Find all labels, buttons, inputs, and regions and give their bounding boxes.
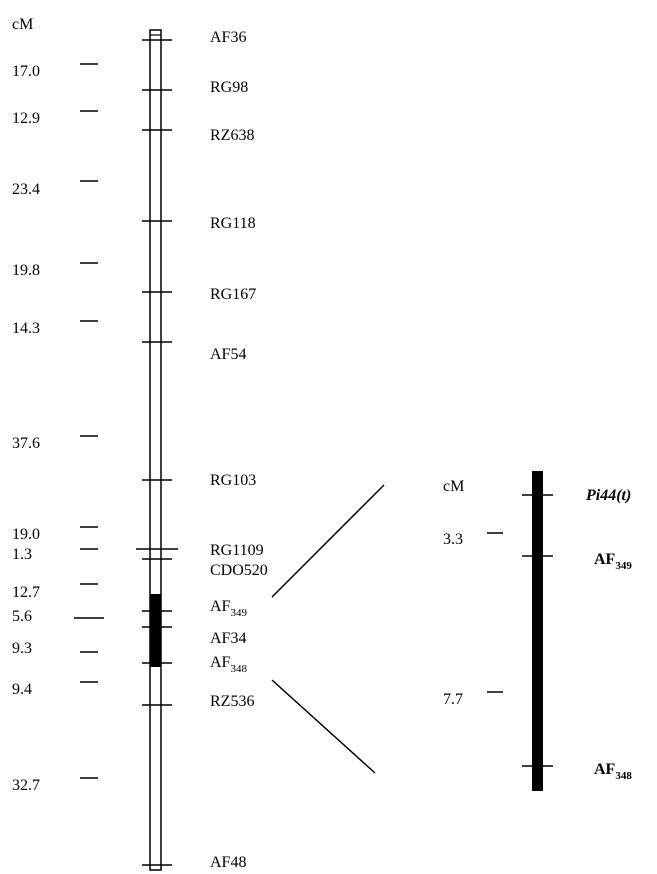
right-marker-label-af348: AF348: [594, 761, 632, 782]
right-unit-label: cM: [443, 478, 464, 495]
right-marker-label-pi44: Pi44(t): [585, 487, 631, 504]
left-distance-label: 17.0: [12, 63, 40, 80]
left-distance-dashes: [74, 63, 104, 779]
left-distance-label: 9.3: [12, 640, 32, 657]
marker-label-af48: AF48: [210, 854, 246, 871]
connector-line-bottom: [271, 679, 376, 774]
left-marker-ticks: [136, 39, 178, 866]
marker-label-rg1109: RG1109: [210, 542, 264, 559]
left-distance-label: 32.7: [12, 777, 40, 794]
left-distance-label: 19.0: [12, 526, 40, 543]
left-distance-label: 23.4: [12, 181, 40, 198]
right-region-bar: [532, 471, 543, 791]
right-distance-dashes: [487, 532, 503, 693]
marker-label-cdo520: CDO520: [210, 562, 268, 579]
right-distance-label: 3.3: [443, 531, 463, 548]
marker-label-rg98: RG98: [210, 79, 248, 96]
left-chromosome-bar: [149, 29, 162, 871]
marker-label-rg118: RG118: [210, 215, 256, 232]
left-distance-label: 5.6: [12, 608, 32, 625]
marker-label-af348: AF348: [210, 654, 247, 675]
marker-label-af36: AF36: [210, 29, 246, 46]
right-distance-label: 7.7: [443, 691, 463, 708]
marker-label-af54: AF54: [210, 346, 246, 363]
left-distance-label: 37.6: [12, 435, 40, 452]
marker-label-rz536: RZ536: [210, 693, 254, 710]
left-marker-labels: AF36 RG98 RZ638 RG118 RG167 AF54 RG103 R…: [210, 29, 268, 871]
left-distance-label: 1.3: [12, 546, 32, 563]
marker-label-af349: AF349: [210, 598, 247, 619]
left-distance-label: 12.7: [12, 584, 40, 601]
right-marker-label-af349: AF349: [594, 551, 632, 572]
left-distance-label: 9.4: [12, 681, 32, 698]
marker-label-rz638: RZ638: [210, 127, 254, 144]
connector-line-top: [271, 484, 385, 598]
left-distance-label: 12.9: [12, 110, 40, 127]
left-distance-label: 19.8: [12, 262, 40, 279]
left-distance-labels: 17.0 12.9 23.4 19.8 14.3 37.6 19.0 1.3 1…: [12, 63, 40, 794]
left-unit-label: cM: [12, 16, 33, 33]
marker-label-rg167: RG167: [210, 286, 256, 303]
marker-label-rg103: RG103: [210, 472, 256, 489]
right-marker-ticks: [522, 494, 553, 767]
left-chromosome-target-region: [150, 594, 161, 667]
left-distance-label: 14.3: [12, 320, 40, 337]
marker-label-af34: AF34: [210, 630, 246, 647]
